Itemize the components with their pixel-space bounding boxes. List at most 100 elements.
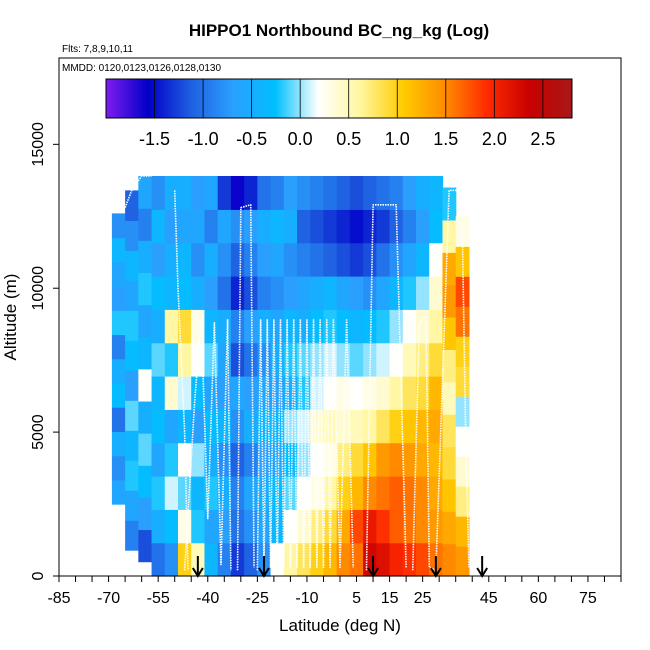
- heatmap-cell: [323, 275, 338, 310]
- heatmap-cell: [389, 175, 404, 210]
- heatmap-cell: [455, 486, 470, 517]
- heatmap-cell: [297, 409, 311, 444]
- heatmap-cell: [283, 242, 298, 277]
- heatmap-cell: [230, 342, 245, 377]
- heatmap-cell: [442, 446, 457, 480]
- heatmap-cell: [297, 309, 311, 344]
- heatmap-cell: [429, 509, 444, 544]
- heatmap-cell: [257, 409, 272, 444]
- colorbar-tick-label: 1.5: [433, 129, 458, 149]
- heatmap-cell: [164, 342, 179, 377]
- heatmap-cell: [442, 381, 457, 415]
- heatmap-cell: [323, 209, 338, 244]
- heatmap-cell: [455, 546, 470, 577]
- heatmap-cell: [230, 375, 245, 410]
- heatmap-cell: [363, 242, 377, 277]
- heatmap-cell: [164, 509, 179, 544]
- heatmap-cell: [125, 460, 139, 491]
- heatmap-cell: [402, 409, 417, 444]
- heatmap-cell: [416, 209, 430, 244]
- heatmap-cell: [376, 242, 391, 277]
- heatmap-cell: [111, 310, 126, 336]
- heatmap-cell: [191, 442, 206, 477]
- heatmap-cell: [349, 309, 364, 344]
- heatmap-cell: [429, 275, 444, 310]
- heatmap-cell: [178, 242, 192, 277]
- heatmap-cell: [336, 309, 351, 344]
- heatmap-cell: [217, 242, 232, 277]
- heatmap-cell: [402, 342, 417, 377]
- x-tick-label: -85: [47, 590, 70, 607]
- heatmap-cell: [125, 430, 139, 461]
- heatmap-cell: [310, 509, 325, 544]
- heatmap-cell: [244, 442, 258, 477]
- heatmap-cell: [402, 375, 417, 410]
- heatmap-cell: [283, 175, 298, 210]
- heatmap-cell: [257, 475, 272, 510]
- heatmap-cell: [323, 442, 338, 477]
- heatmap-cell: [125, 370, 139, 401]
- heatmap-cell: [204, 509, 219, 544]
- heatmap-cell: [270, 275, 285, 310]
- heatmap-cell: [204, 309, 219, 344]
- heatmap-cell: [455, 306, 470, 337]
- x-tick-label: 60: [529, 590, 547, 607]
- heatmap-cell: [363, 175, 377, 210]
- heatmap-cell: [164, 209, 179, 244]
- heatmap-cell: [363, 309, 377, 344]
- heatmap-cell: [138, 433, 153, 466]
- y-tick-label: 15000: [30, 122, 47, 167]
- colorbar-tick-label: -1.0: [188, 129, 219, 149]
- heatmap-cell: [244, 342, 258, 377]
- heatmap-cell: [455, 426, 470, 457]
- x-tick-label: 25: [414, 590, 432, 607]
- heatmap-cell: [244, 209, 258, 244]
- heatmap-cell: [151, 342, 166, 377]
- heatmap-cell: [363, 509, 377, 544]
- heatmap-cell: [389, 309, 404, 344]
- heatmap-cell: [283, 475, 298, 510]
- heatmap-cell: [138, 497, 153, 531]
- heatmap-cell: [151, 542, 166, 577]
- heatmap-cell: [151, 175, 166, 210]
- heatmap-cell: [336, 342, 351, 377]
- heatmap-cell: [323, 409, 338, 444]
- heatmap-cell: [178, 309, 192, 344]
- flight-track: [124, 175, 152, 208]
- heatmap-cell: [217, 209, 232, 244]
- heatmap-cell: [363, 475, 377, 510]
- x-tick-label: 75: [579, 590, 597, 607]
- y-axis: 0 5000 10000 15000: [30, 122, 59, 580]
- heatmap-cell: [402, 542, 417, 577]
- heatmap-cell: [138, 336, 153, 370]
- x-axis: -85 -70 -55 -40 -25 -10 5 15 25 45 60 75: [47, 576, 622, 607]
- heatmap-cell: [402, 175, 417, 210]
- heatmap-cell: [297, 275, 311, 310]
- heatmap-cell: [138, 272, 153, 306]
- y-tick-label: 0: [30, 571, 47, 580]
- chart-title: HIPPO1 Northbound BC_ng_kg (Log): [189, 21, 489, 40]
- heatmap-cell: [442, 478, 457, 512]
- heatmap-cell: [389, 409, 404, 444]
- heatmap-cell: [283, 409, 298, 444]
- heatmap-cell: [111, 261, 126, 287]
- heatmap-cell: [125, 280, 139, 311]
- heatmap-cell: [323, 242, 338, 277]
- heatmap-cell: [349, 475, 364, 510]
- heatmap-cell: [244, 375, 258, 410]
- colorbar-tick-label: 1.0: [385, 129, 410, 149]
- heatmap-cell: [151, 242, 166, 277]
- heatmap-cell: [349, 442, 364, 477]
- heatmap-cell: [244, 509, 258, 544]
- heatmap-cell: [178, 442, 192, 477]
- heatmap-cell: [455, 396, 470, 427]
- heatmap-cell: [363, 209, 377, 244]
- colorbar-tick-label: -1.5: [139, 129, 170, 149]
- heatmap-cell: [402, 442, 417, 477]
- heatmap-cell: [151, 509, 166, 544]
- heatmap-cell: [442, 349, 457, 383]
- heatmap-cell: [270, 175, 285, 210]
- heatmap-cell: [442, 219, 457, 253]
- heatmap-cell: [283, 209, 298, 244]
- x-tick-label: -70: [97, 590, 120, 607]
